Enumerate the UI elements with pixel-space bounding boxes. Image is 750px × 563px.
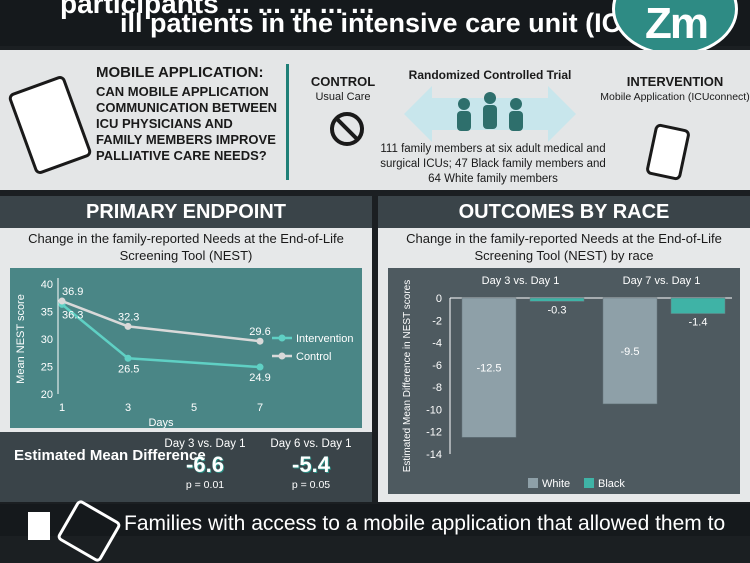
- emd-day3: Day 3 vs. Day 1 -6.6 p = 0.01: [150, 438, 260, 491]
- rct-title: Randomized Controlled Trial: [408, 68, 572, 82]
- legend-label: White: [542, 478, 570, 490]
- bar-value-label: -0.3: [548, 304, 567, 316]
- footer-accent: [28, 512, 50, 540]
- x-tick-label: 7: [257, 402, 263, 414]
- y-tick-label: 25: [41, 362, 53, 374]
- rct-description: 111 family members at six adult medical …: [380, 143, 606, 185]
- divider: [286, 64, 289, 180]
- bar-value-label: -12.5: [476, 363, 501, 375]
- legend-marker: [278, 352, 286, 360]
- emd-day6-p: p = 0.05: [291, 479, 331, 491]
- title-line-1: participants ... ... ... ... ...: [60, 0, 375, 19]
- data-point: [256, 337, 264, 345]
- legend-swatch: [584, 478, 594, 488]
- y-tick-label: 0: [436, 293, 442, 305]
- bar-value-label: -1.4: [689, 317, 708, 329]
- logo-text: Zm: [645, 0, 709, 48]
- legend-swatch: [528, 478, 538, 488]
- y-axis-label: Estimated Mean Difference in NEST scores: [402, 280, 413, 473]
- phone-icon: [7, 74, 93, 176]
- footer: Families with access to a mobile applica…: [0, 498, 750, 563]
- series-line-control: [61, 299, 261, 343]
- data-label: 36.9: [62, 286, 83, 298]
- data-label: 36.3: [62, 309, 83, 321]
- logo: Zm: [612, 0, 738, 56]
- y-tick-label: 40: [41, 279, 53, 291]
- legend-label: Intervention: [296, 333, 353, 345]
- x-axis-label: Days: [148, 417, 174, 428]
- legend-label: Black: [598, 478, 625, 490]
- estimated-mean-difference: Estimated Mean Difference Day 3 vs. Day …: [0, 432, 372, 502]
- y-tick-label: -14: [426, 449, 442, 461]
- outcomes-by-race-panel: OUTCOMES BY RACE Change in the family-re…: [378, 196, 750, 502]
- outcomes-subtitle: Change in the family-reported Needs at t…: [406, 231, 722, 263]
- y-tick-label: -12: [426, 427, 442, 439]
- data-label: 32.3: [118, 311, 139, 323]
- line-chart-box: 20 25 30 35 40 1 3 5 7 Days Mean NEST score 36.3 26.…: [10, 268, 362, 429]
- intervention-group: INTERVENTION Mobile Application (ICUconn…: [600, 74, 750, 104]
- emd-day3-p: p = 0.01: [185, 479, 225, 491]
- emd-day6: Day 6 vs. Day 1 -5.4 p = 0.05: [256, 438, 366, 491]
- y-tick-label: -10: [426, 404, 442, 416]
- data-point: [256, 363, 264, 371]
- bar-black: [529, 297, 585, 302]
- prohibited-icon: [330, 112, 364, 146]
- y-tick-label: 30: [41, 334, 53, 346]
- outcomes-heading: OUTCOMES BY RACE: [378, 196, 750, 228]
- intervention-subtitle: Mobile Application (ICUconnect): [600, 91, 750, 103]
- y-tick-label: -8: [432, 382, 442, 394]
- mobile-app-title: MOBILE APPLICATION:: [96, 64, 264, 81]
- emd-day6-label: Day 6 vs. Day 1: [270, 438, 352, 450]
- bar-value-label: -9.5: [621, 346, 640, 358]
- primary-heading: PRIMARY ENDPOINT: [0, 196, 372, 228]
- y-tick-label: -6: [432, 360, 442, 372]
- footer-text: Families with access to a mobile applica…: [124, 512, 726, 535]
- data-point: [124, 354, 132, 362]
- double-arrow-icon: [404, 86, 576, 142]
- data-point: [124, 322, 132, 330]
- primary-endpoint-panel: PRIMARY ENDPOINT Change in the family-re…: [0, 196, 372, 502]
- y-tick-label: 20: [41, 389, 53, 401]
- category-label: Day 3 vs. Day 1: [482, 275, 560, 287]
- primary-subtitle: Change in the family-reported Needs at t…: [28, 231, 344, 263]
- bar-white: [602, 297, 658, 405]
- emd-day3-value: -6.6: [186, 452, 224, 477]
- data-label: 29.6: [249, 326, 270, 338]
- data-label: 24.9: [249, 372, 270, 384]
- emd-day6-value: -5.4: [292, 452, 330, 477]
- bar-chart: 0 -2 -4 -6 -8 -10 -12 -14 Estimated Mean Differe…: [402, 275, 732, 490]
- legend-label: Control: [296, 351, 331, 363]
- control-group: CONTROL Usual Care: [296, 74, 390, 103]
- footer-phone-icon: [55, 498, 123, 563]
- category-label: Day 7 vs. Day 1: [623, 275, 701, 287]
- y-tick-label: -2: [432, 315, 442, 327]
- title-bar: participants ... ... ... ... ... ill pat…: [0, 0, 750, 56]
- data-point: [58, 297, 66, 305]
- legend-marker: [278, 334, 286, 342]
- bar-black: [670, 297, 726, 314]
- title-line-2: ill patients in the intensive care unit …: [120, 8, 650, 38]
- control-title: CONTROL: [310, 74, 376, 89]
- x-tick-label: 1: [59, 402, 65, 414]
- y-tick-label: -4: [432, 338, 442, 350]
- mobile-app-question: CAN MOBILE APPLICATION COMMUNICATION BET…: [96, 84, 278, 163]
- phone-icon-intervention: [644, 122, 692, 182]
- control-subtitle: Usual Care: [315, 91, 371, 103]
- x-tick-label: 3: [125, 402, 131, 414]
- bar-chart-box: 0 -2 -4 -6 -8 -10 -12 -14 Estimated Mean Differe…: [388, 268, 740, 494]
- data-label: 26.5: [118, 363, 139, 375]
- study-overview: MOBILE APPLICATION: CAN MOBILE APPLICATI…: [0, 50, 750, 190]
- y-tick-label: 35: [41, 307, 53, 319]
- emd-label: Estimated Mean Difference: [14, 447, 206, 464]
- bar-white: [461, 297, 517, 438]
- intervention-title: INTERVENTION: [626, 74, 724, 89]
- x-tick-label: 5: [191, 402, 197, 414]
- y-axis-label: Mean NEST score: [15, 294, 27, 384]
- emd-day3-label: Day 3 vs. Day 1: [164, 438, 246, 450]
